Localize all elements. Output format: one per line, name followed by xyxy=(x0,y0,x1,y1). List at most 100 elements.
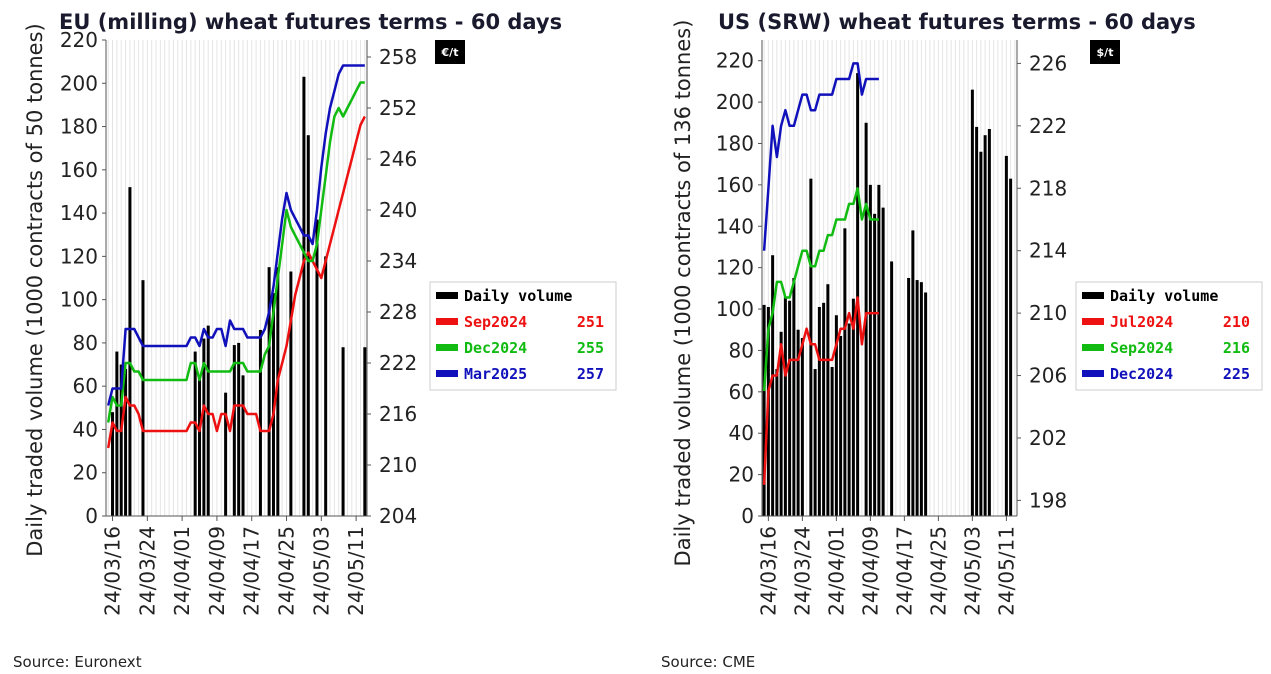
us-legend-label: Dec2024 xyxy=(1110,365,1173,383)
us-volume-bar xyxy=(809,178,813,516)
eu-plot-area: 0 20 40 60 80 100 120 140 160 180 200 220 204 210 216 2… xyxy=(60,28,617,616)
us-volume-bar xyxy=(987,128,991,516)
us-legend-swatch xyxy=(1082,292,1104,299)
eu-volume-bar xyxy=(289,271,293,516)
us-x-tick-label: 24/04/25 xyxy=(926,526,950,616)
us-series-line-jul2024 xyxy=(762,296,879,485)
eu-y-tick-label: 80 xyxy=(73,331,98,355)
us-source: Source: CME xyxy=(661,653,755,671)
us-volume-bar xyxy=(822,302,826,516)
us-x-tick-label: 24/05/03 xyxy=(960,526,984,616)
eu-y2-tick-label: 222 xyxy=(379,351,417,375)
us-y-tick-label: 180 xyxy=(716,131,754,155)
us-volume-bar xyxy=(813,369,817,516)
eu-y2-tick-label: 204 xyxy=(379,504,417,528)
us-y2-tick-label: 210 xyxy=(1029,301,1067,325)
eu-volume-bar xyxy=(124,368,128,516)
us-volume-bar xyxy=(919,282,923,516)
us-y-axis-label: Daily traded volume (1000 contracts of 1… xyxy=(671,20,695,567)
eu-volume-bar xyxy=(206,325,210,516)
us-volume-bar xyxy=(788,300,792,516)
us-volume-bar xyxy=(924,292,928,516)
us-volume-bar xyxy=(834,315,838,516)
eu-y2-tick-label: 210 xyxy=(379,453,417,477)
us-x-tick-label: 24/03/24 xyxy=(790,526,814,616)
eu-y2-tick-label: 258 xyxy=(379,45,417,69)
us-volume-bar xyxy=(851,298,855,516)
eu-x-tick-label: 24/04/25 xyxy=(275,526,299,616)
us-volume-bar xyxy=(877,184,881,516)
us-legend-label: Daily volume xyxy=(1110,287,1218,305)
eu-chart-title: EU (milling) wheat futures terms - 60 da… xyxy=(59,10,562,34)
eu-y-axis-label: Daily traded volume (1000 contracts of 5… xyxy=(23,23,47,557)
us-y2-tick-label: 226 xyxy=(1029,51,1067,75)
us-volume-bar xyxy=(843,228,847,516)
eu-unit-label: €/t xyxy=(441,46,459,59)
us-volume-bar xyxy=(830,366,834,516)
us-volume-bar xyxy=(796,329,800,516)
us-legend-swatch xyxy=(1082,370,1104,377)
us-y2-tick-label: 218 xyxy=(1029,176,1067,200)
eu-unit-box xyxy=(435,40,465,64)
us-y-tick-label: 200 xyxy=(716,90,754,114)
eu-y-tick-label: 220 xyxy=(60,28,98,52)
us-x-tick-label: 24/03/16 xyxy=(756,526,780,616)
eu-volume-bar xyxy=(241,375,245,516)
us-volume-bar xyxy=(1009,178,1013,516)
us-y2-tick-label: 214 xyxy=(1029,239,1067,263)
us-legend-box xyxy=(1075,281,1263,391)
eu-volume-bar xyxy=(232,345,236,516)
us-y-tick-label: 120 xyxy=(716,256,754,280)
eu-chart: EU (milling) wheat futures terms - 60 da… xyxy=(13,10,617,671)
eu-legend-swatch xyxy=(436,370,458,377)
us-volume-bar xyxy=(979,151,983,516)
eu-y-tick-label: 100 xyxy=(60,288,98,312)
us-volume-bar xyxy=(856,73,860,517)
us-y-tick-label: 160 xyxy=(716,173,754,197)
eu-volume-bar xyxy=(224,392,228,516)
eu-x-tick-label: 24/05/03 xyxy=(309,526,333,616)
eu-legend-swatch xyxy=(436,318,458,325)
us-volume-bar xyxy=(779,331,783,516)
us-volume-bar xyxy=(1004,155,1008,517)
us-y2-tick-label: 206 xyxy=(1029,364,1067,388)
us-legend-label: Jul2024 xyxy=(1110,313,1173,331)
us-unit-box xyxy=(1090,40,1120,64)
eu-x-tick-label: 24/05/11 xyxy=(344,526,368,616)
us-volume-bar xyxy=(868,184,872,516)
us-x-tick-label: 24/04/17 xyxy=(892,526,916,616)
us-volume-bar xyxy=(847,323,851,516)
us-y-tick-label: 20 xyxy=(729,463,754,487)
eu-x-tick-label: 24/04/17 xyxy=(240,526,264,616)
us-volume-bar xyxy=(915,280,919,516)
eu-y-tick-label: 180 xyxy=(60,115,98,139)
eu-y2-tick-label: 234 xyxy=(379,249,417,273)
eu-volume-bar xyxy=(111,412,115,516)
us-y-tick-label: 140 xyxy=(716,214,754,238)
eu-volume-bar xyxy=(141,280,145,516)
us-x-tick-label: 24/04/09 xyxy=(858,526,882,616)
us-y2-tick-label: 202 xyxy=(1029,426,1067,450)
us-volume-bar xyxy=(775,369,779,516)
eu-y-tick-label: 60 xyxy=(73,374,98,398)
eu-volume-bar xyxy=(276,267,280,516)
us-unit-label: $/t xyxy=(1097,46,1114,59)
us-plot-background xyxy=(762,40,1017,516)
us-volume-bar xyxy=(792,278,796,516)
us-y2-tick-label: 198 xyxy=(1029,488,1067,512)
eu-x-tick-label: 24/04/09 xyxy=(205,526,229,616)
eu-legend-value: 251 xyxy=(577,313,604,331)
eu-y-tick-label: 200 xyxy=(60,71,98,95)
eu-y-tick-label: 40 xyxy=(73,417,98,441)
eu-volume-bar xyxy=(341,347,345,516)
eu-legend-value: 257 xyxy=(577,365,604,383)
us-y-tick-label: 220 xyxy=(716,49,754,73)
eu-y2-tick-label: 240 xyxy=(379,198,417,222)
eu-legend-label: Mar2025 xyxy=(464,365,527,383)
eu-volume-bar xyxy=(302,76,306,517)
us-volume-bar xyxy=(890,261,894,516)
eu-y-tick-label: 120 xyxy=(60,244,98,268)
us-series-line-sep2024 xyxy=(762,187,879,392)
us-legend-value: 210 xyxy=(1223,313,1250,331)
